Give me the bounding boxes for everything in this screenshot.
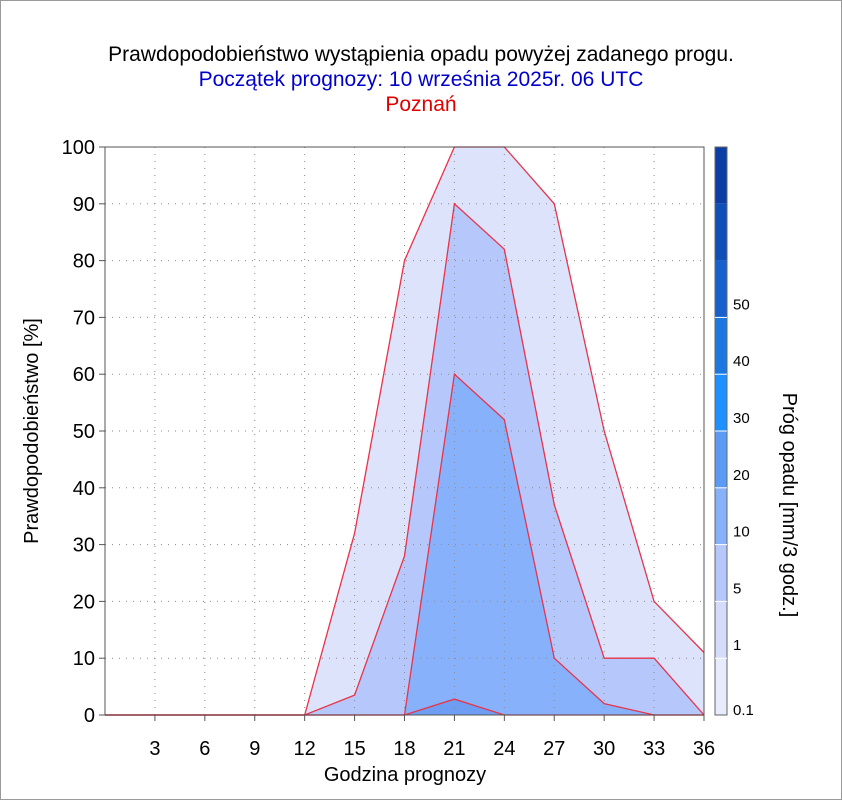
colorbar-segment: [715, 487, 727, 545]
y-tick-label: 90: [73, 194, 95, 216]
colorbar-tick-label: 5: [733, 580, 741, 597]
chart-title: Prawdopodobieństwo wystąpienia opadu pow…: [108, 43, 734, 66]
probability-areas: [105, 147, 704, 716]
x-tick-label: 21: [443, 738, 465, 760]
x-tick-label: 24: [493, 738, 515, 760]
x-axis-ticks: 3 6 9 12 15 18 21 24 27 30 33 36: [149, 715, 715, 760]
y-tick-label: 40: [73, 478, 95, 500]
x-tick-label: 9: [249, 738, 260, 760]
y-tick-label: 60: [73, 364, 95, 386]
y-axis-label: Prawdopodobieństwo [%]: [21, 318, 43, 544]
y-tick-label: 50: [73, 421, 95, 443]
x-tick-label: 30: [593, 738, 615, 760]
y-tick-label: 30: [73, 535, 95, 557]
colorbar-segment: [715, 601, 727, 659]
colorbar-segment: [715, 374, 727, 431]
colorbar: 0.1 1 5 10 20 30 40 50: [714, 146, 754, 719]
colorbar-segment: [715, 431, 727, 488]
x-tick-label: 18: [393, 738, 415, 760]
colorbar-segment: [715, 658, 727, 715]
y-axis-ticks: 0 10 20 30 40 50 60 70 80 90 100: [62, 137, 105, 727]
colorbar-segment: [715, 544, 727, 602]
colorbar-label: Próg opadu [mm/3 godz.]: [778, 393, 800, 618]
y-tick-label: 70: [73, 307, 95, 329]
y-tick-label: 20: [73, 591, 95, 613]
x-tick-label: 33: [643, 738, 665, 760]
x-axis-label: Godzina prognozy: [324, 764, 486, 786]
colorbar-tick-label: 10: [733, 524, 750, 541]
colorbar-tick-label: 50: [733, 296, 750, 313]
colorbar-segment: [715, 147, 727, 204]
x-tick-label: 6: [199, 738, 210, 760]
colorbar-tick-label: 0.1: [733, 702, 754, 719]
location-label: Poznań: [385, 93, 457, 116]
colorbar-tick-label: 20: [733, 467, 750, 484]
y-tick-label: 100: [62, 137, 95, 159]
colorbar-segment: [715, 203, 727, 261]
colorbar-tick-label: 30: [733, 410, 750, 427]
x-tick-label: 36: [693, 738, 715, 760]
colorbar-segment: [715, 260, 727, 318]
y-tick-label: 80: [73, 251, 95, 273]
colorbar-tick-label: 40: [733, 353, 750, 370]
area-threshold-1: [105, 203, 704, 716]
x-tick-label: 12: [294, 738, 316, 760]
colorbar-tick-label: 1: [733, 637, 741, 654]
x-tick-label: 27: [543, 738, 565, 760]
y-tick-label: 10: [73, 648, 95, 670]
x-tick-label: 15: [343, 738, 365, 760]
chart-subtitle: Początek prognozy: 10 września 2025r. 06…: [198, 68, 644, 91]
x-tick-label: 3: [149, 738, 160, 760]
colorbar-segment: [715, 317, 727, 375]
y-tick-label: 0: [84, 705, 95, 727]
